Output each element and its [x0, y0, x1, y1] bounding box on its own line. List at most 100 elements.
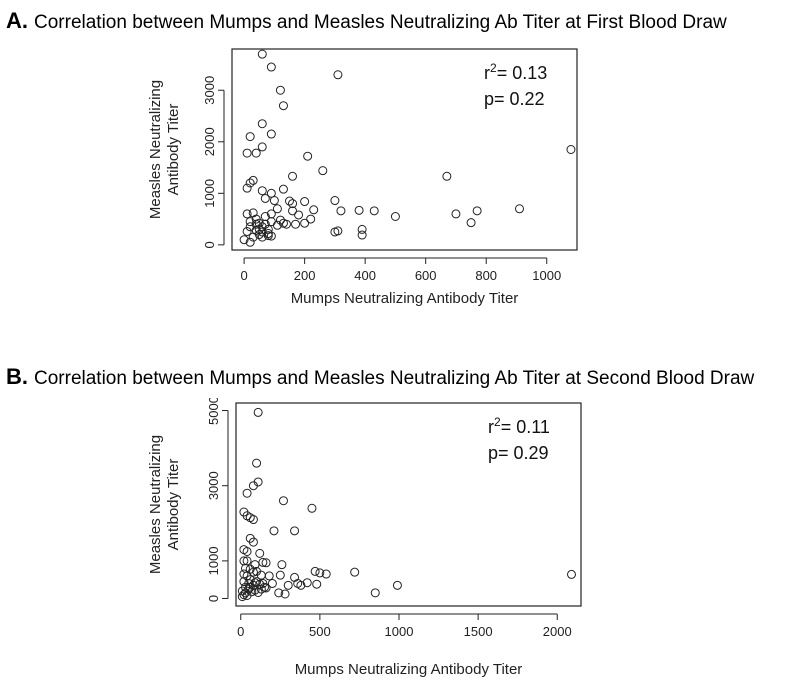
data-point [567, 569, 577, 579]
x-tick-label: 1000 [385, 624, 414, 639]
data-point [442, 171, 452, 181]
y-tick-label: 2000 [202, 127, 217, 156]
data-point [257, 186, 267, 196]
data-point [269, 196, 279, 206]
data-point [257, 142, 267, 152]
y-tick-label: 1000 [202, 179, 217, 208]
data-point [257, 49, 267, 59]
data-point [293, 578, 303, 588]
x-tick-label: 0 [240, 268, 247, 283]
data-point [451, 209, 461, 219]
data-point [274, 588, 284, 598]
data-point [321, 569, 331, 579]
data-point [251, 148, 261, 158]
data-point [275, 570, 285, 580]
data-point [255, 548, 265, 558]
data-point [330, 196, 340, 206]
data-point [336, 206, 346, 216]
data-point [566, 145, 576, 154]
y-tick-label: 3000 [206, 471, 221, 500]
panel-a-title-text: Correlation between Mumps and Measles Ne… [34, 12, 727, 33]
data-point [291, 219, 301, 229]
data-point [283, 580, 293, 590]
data-point [288, 206, 298, 216]
p-value-label: p= 0.22 [484, 89, 545, 109]
data-point [269, 526, 279, 536]
data-point [288, 199, 298, 209]
data-point [242, 148, 252, 158]
data-point [278, 496, 288, 506]
data-point [245, 575, 255, 585]
x-tick-label: 600 [415, 268, 437, 283]
data-point [300, 197, 310, 207]
x-tick-label: 800 [475, 268, 497, 283]
data-point [239, 235, 249, 245]
scatter-chart-second-draw: 0 500 1000 1500 2000 0 1000 3000 5000 Mumps Neutr… [147, 398, 582, 678]
data-point [266, 129, 276, 139]
x-tick-label: 0 [237, 624, 244, 639]
data-point [515, 204, 524, 214]
data-point [272, 204, 282, 214]
data-point [357, 224, 367, 234]
data-point [350, 567, 360, 577]
panel-b-title-text: Correlation between Mumps and Measles Ne… [34, 368, 755, 389]
data-point [248, 567, 258, 577]
data-point [245, 178, 255, 188]
data-point [303, 151, 313, 161]
p-value-label: p= 0.29 [488, 443, 549, 463]
x-axis-title: Mumps Neutralizing Antibody Titer [295, 661, 523, 678]
data-point [307, 503, 317, 513]
data-point [369, 206, 379, 216]
data-point [280, 589, 290, 599]
r-squared-label: r2= 0.11 [488, 415, 550, 437]
data-point [242, 183, 252, 193]
data-point [312, 579, 322, 589]
data-point [256, 584, 266, 594]
data-point [306, 214, 316, 224]
data-point [275, 215, 285, 225]
plot-frame [231, 48, 578, 251]
panel-b-title: B. Correlation between Mumps and Measles … [6, 364, 754, 390]
y-tick-label: 0 [206, 595, 221, 602]
data-point [267, 578, 277, 588]
data-point [252, 577, 262, 587]
data-point [248, 515, 258, 525]
y-tick-label: 5000 [206, 398, 221, 425]
data-point [281, 219, 291, 229]
data-point [294, 210, 304, 220]
data-point [252, 458, 262, 468]
data-point [266, 231, 276, 241]
data-point [290, 572, 300, 582]
data-point [285, 196, 294, 206]
data-point [290, 526, 300, 536]
data-point [278, 184, 288, 194]
x-tick-label: 1000 [532, 268, 561, 283]
panel-a-letter: A. [6, 8, 28, 33]
data-point [354, 205, 364, 215]
data-point [239, 577, 249, 587]
stats-annotation: r2= 0.13 p= 0.22 [484, 61, 547, 109]
data-point [277, 560, 287, 570]
data-point [242, 226, 252, 236]
stats-annotation: r2= 0.11 p= 0.29 [488, 415, 550, 463]
data-point [370, 588, 380, 598]
data-point [253, 407, 263, 417]
data-point [357, 230, 367, 240]
data-point [248, 175, 258, 185]
x-tick-label: 2000 [543, 624, 572, 639]
data-point [288, 171, 298, 181]
x-tick-label: 200 [294, 268, 316, 283]
data-point [309, 205, 319, 215]
data-point [257, 119, 267, 129]
data-point [261, 558, 271, 568]
data-point [302, 578, 312, 588]
data-point [245, 237, 255, 247]
data-point [278, 101, 288, 111]
data-point [242, 488, 252, 498]
data-point [242, 209, 252, 219]
data-point [245, 217, 255, 227]
data-point [390, 212, 400, 221]
data-point [392, 580, 402, 590]
panel-b-letter: B. [6, 364, 28, 389]
x-tick-label: 500 [309, 624, 331, 639]
